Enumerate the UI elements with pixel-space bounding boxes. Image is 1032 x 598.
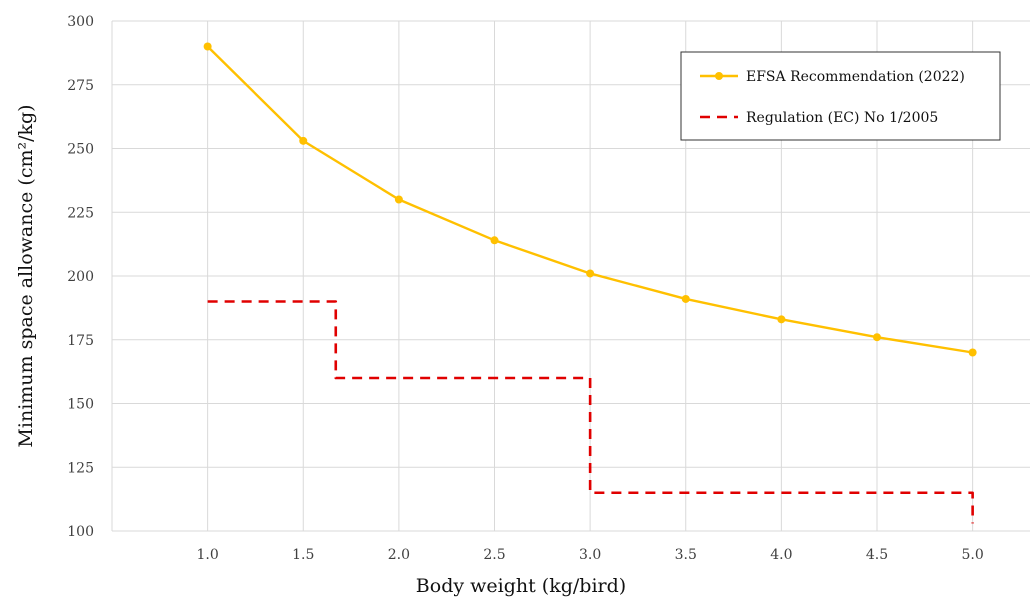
data-point-efsa (968, 348, 977, 357)
x-tick-label: 1.5 (292, 547, 314, 563)
x-tick-label: 2.5 (483, 547, 505, 563)
x-axis-title: Body weight (kg/bird) (416, 575, 626, 597)
x-tick-label: 1.0 (196, 547, 218, 563)
x-tick-label: 4.5 (866, 547, 888, 563)
data-point-efsa (299, 136, 308, 145)
y-tick-label: 300 (67, 14, 94, 30)
series-line-regulation (207, 300, 974, 524)
x-tick-label: 2.0 (388, 547, 410, 563)
data-point-efsa (681, 294, 690, 303)
legend-marker-efsa (715, 72, 723, 80)
y-axis-ticks: 100 125 150 175 200 225 250 275 300 (67, 14, 94, 540)
legend-label-regulation: Regulation (EC) No 1/2005 (746, 110, 938, 126)
legend-item-efsa: EFSA Recommendation (2022) (700, 69, 965, 85)
data-point-efsa (490, 236, 499, 245)
data-point-efsa (777, 315, 786, 324)
x-tick-label: 5.0 (961, 547, 983, 563)
data-point-efsa (873, 333, 881, 342)
x-tick-label: 4.0 (770, 547, 792, 563)
y-axis-title: Minimum space allowance (cm²/kg) (15, 104, 37, 447)
legend-box (680, 51, 1001, 141)
legend-label-efsa: EFSA Recommendation (2022) (746, 69, 965, 85)
y-tick-label: 200 (67, 269, 94, 285)
y-tick-label: 250 (67, 142, 94, 158)
data-point-efsa (203, 42, 212, 51)
x-tick-label: 3.0 (579, 547, 601, 563)
y-tick-label: 275 (67, 78, 94, 94)
data-point-efsa (394, 195, 403, 204)
x-axis-ticks: 1.0 1.5 2.0 2.5 3.0 3.5 4.0 4.5 5.0 (196, 547, 983, 563)
y-tick-label: 175 (67, 333, 94, 349)
legend-item-regulation: Regulation (EC) No 1/2005 (700, 110, 938, 126)
data-point-efsa (586, 269, 595, 278)
y-tick-label: 125 (67, 460, 94, 476)
x-tick-label: 3.5 (675, 547, 697, 563)
y-tick-label: 225 (67, 205, 94, 221)
series-layer (203, 42, 977, 524)
horizontal-gridlines (112, 20, 1030, 532)
y-tick-label: 150 (67, 397, 94, 413)
y-tick-label: 100 (67, 524, 94, 540)
legend: EFSA Recommendation (2022) Regulation (E… (680, 51, 1001, 141)
